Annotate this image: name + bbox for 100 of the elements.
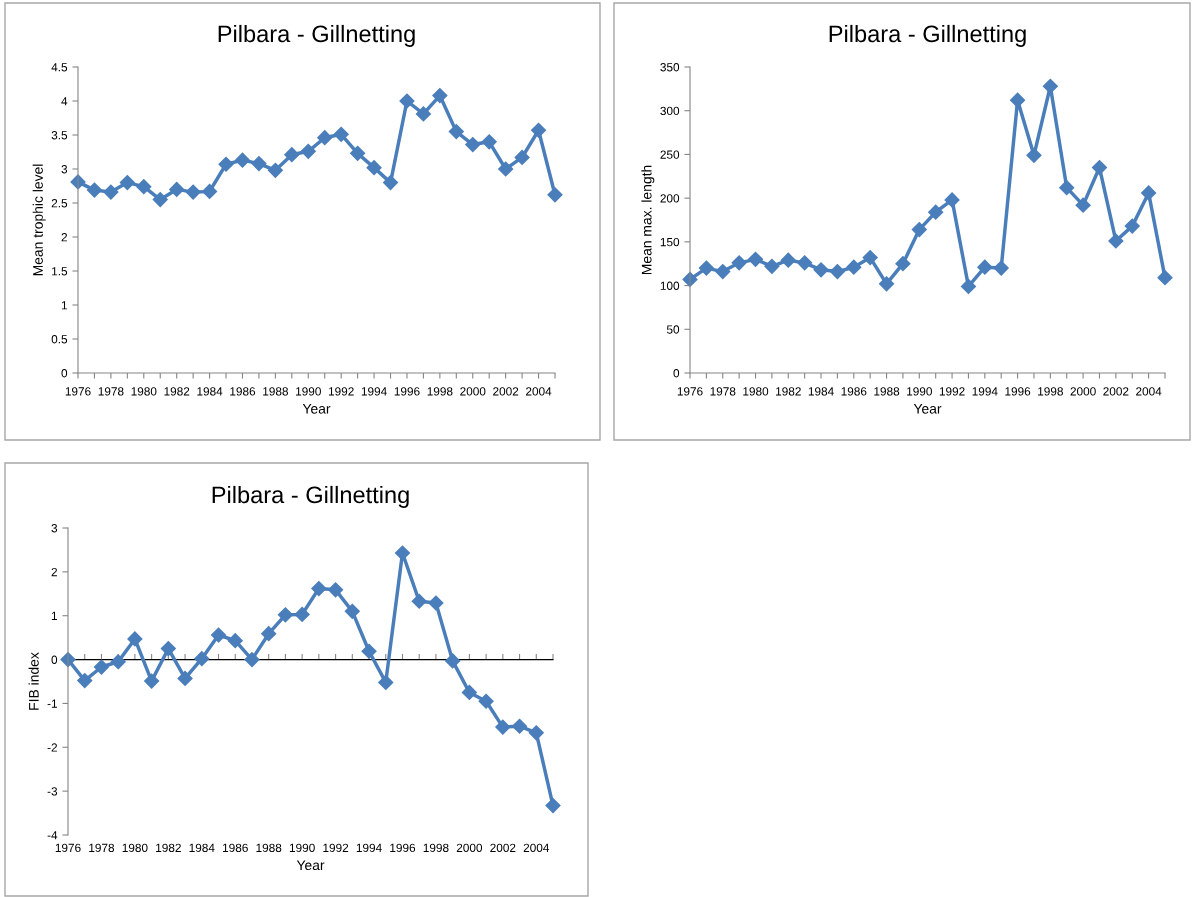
point — [530, 122, 547, 138]
chart-title: Pilbara - Gillnetting — [829, 24, 1026, 47]
point — [1108, 233, 1124, 249]
x-tick-label: 2000 — [456, 843, 483, 852]
point — [747, 251, 764, 267]
y-tick-label: 3.5 — [51, 131, 68, 140]
point — [528, 725, 544, 741]
x-tick-label: 1986 — [223, 843, 248, 852]
point — [481, 134, 497, 150]
x-tick-label: 1976 — [677, 387, 703, 396]
y-tick-label: -2 — [47, 743, 57, 752]
point — [993, 260, 1009, 276]
x-tick-label: 1998 — [427, 387, 453, 396]
x-tick-label: 1980 — [122, 843, 148, 852]
point — [202, 183, 218, 200]
point — [1026, 147, 1042, 163]
y-axis-title: Mean trophic level — [32, 164, 46, 276]
x-tick-label: 1998 — [1038, 387, 1063, 396]
point — [169, 181, 185, 197]
y-axis-title: FIB index — [28, 652, 39, 710]
point — [547, 187, 563, 203]
point — [1010, 92, 1026, 108]
x-tick-label: 1978 — [89, 843, 115, 852]
point — [514, 149, 530, 166]
point — [764, 258, 780, 274]
x-tick-label: 2004 — [1136, 387, 1162, 396]
point — [1042, 78, 1058, 94]
x-axis-title: Year — [296, 860, 325, 871]
point — [428, 595, 444, 611]
x-tick-label: 2004 — [526, 387, 552, 396]
point — [366, 160, 382, 176]
point — [361, 643, 377, 659]
y-tick-label: 2.5 — [51, 199, 68, 208]
point — [136, 179, 152, 195]
y-tick-label: 4 — [61, 97, 68, 106]
x-tick-label: 1980 — [131, 387, 157, 396]
point — [977, 259, 993, 275]
point — [300, 143, 316, 159]
point — [284, 147, 300, 163]
x-tick-label: 1978 — [710, 387, 736, 396]
y-tick-label: 1.5 — [52, 267, 68, 276]
point — [110, 654, 126, 670]
x-tick-label: 2002 — [493, 387, 519, 396]
y-tick-label: 3 — [51, 524, 58, 533]
point — [1124, 218, 1140, 234]
point — [498, 161, 514, 177]
chart-title: Pilbara - Gillnetting — [212, 485, 409, 508]
x-tick-label: 1992 — [939, 387, 965, 396]
y-tick-label: -3 — [47, 787, 58, 796]
point — [1157, 270, 1173, 286]
point — [478, 693, 494, 709]
point — [911, 222, 927, 238]
point — [333, 126, 349, 142]
x-tick-label: 1990 — [907, 387, 932, 396]
y-tick-label: 50 — [666, 325, 680, 334]
point — [103, 184, 119, 200]
x-tick-label: 2000 — [460, 387, 486, 396]
point — [960, 278, 977, 295]
point — [1059, 180, 1075, 196]
y-tick-label: 0 — [673, 369, 680, 378]
x-tick-label: 1982 — [776, 387, 801, 396]
y-tick-label: 250 — [660, 150, 680, 159]
point — [328, 582, 344, 598]
point — [895, 256, 911, 272]
x-tick-label: 2004 — [523, 843, 550, 852]
point — [862, 250, 878, 266]
point — [350, 145, 366, 161]
point — [731, 255, 747, 271]
x-tick-label: 1994 — [356, 843, 382, 852]
point — [86, 182, 103, 198]
x-tick-label: 2002 — [1103, 387, 1129, 396]
point — [813, 262, 829, 278]
point — [394, 545, 411, 561]
point — [382, 175, 399, 191]
point — [378, 674, 394, 690]
y-tick-label: 0.5 — [51, 335, 68, 344]
point — [261, 626, 277, 642]
x-tick-label: 2002 — [490, 843, 516, 852]
x-tick-label: 1994 — [361, 387, 387, 396]
point — [177, 670, 193, 687]
x-tick-label: 1988 — [263, 387, 288, 396]
point — [495, 719, 511, 735]
y-tick-label: 0 — [51, 655, 58, 664]
x-axis-title: Year — [913, 403, 942, 414]
point — [194, 651, 210, 667]
point — [1075, 197, 1091, 213]
x-tick-label: 2000 — [1070, 387, 1096, 396]
x-tick-label: 1978 — [98, 387, 124, 396]
y-tick-label: 1 — [61, 301, 68, 310]
point — [829, 264, 845, 280]
y-axis-title: Mean max. length — [641, 165, 655, 275]
point — [878, 276, 895, 292]
point — [317, 130, 333, 146]
x-tick-label: 1976 — [65, 387, 91, 396]
y-tick-label: 0 — [61, 369, 68, 378]
point — [511, 718, 528, 734]
point — [545, 798, 561, 814]
y-tick-label: 150 — [660, 237, 680, 247]
x-tick-label: 1982 — [164, 387, 190, 396]
point — [277, 607, 293, 623]
